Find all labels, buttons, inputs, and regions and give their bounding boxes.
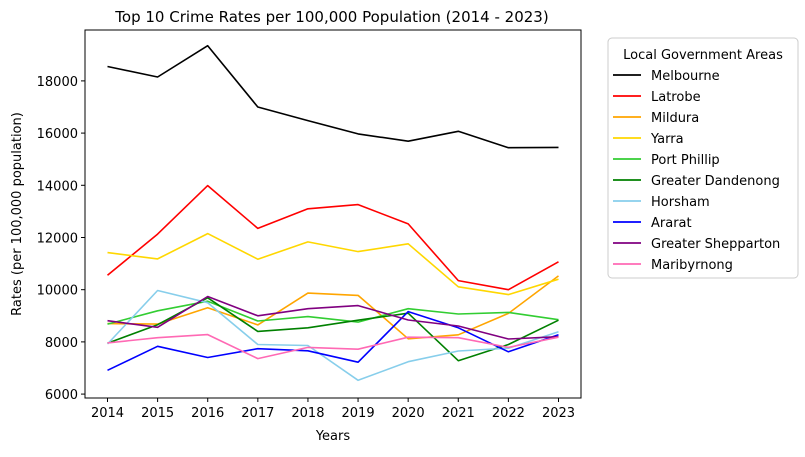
legend-label-greater-shepparton: Greater Shepparton: [651, 237, 780, 252]
legend-label-mildura: Mildura: [651, 111, 699, 126]
series-line-greater-shepparton: [107, 295, 559, 340]
legend-label-ararat: Ararat: [651, 216, 692, 231]
x-tick-label: 2019: [342, 406, 375, 421]
y-tick-label: 12000: [37, 231, 78, 246]
x-tick-label: 2017: [241, 406, 274, 421]
y-tick-label: 14000: [37, 179, 78, 194]
series-line-horsham: [106, 289, 559, 382]
legend: Local Government Areas MelbourneLatrobeM…: [607, 37, 799, 279]
x-tick-label: 2015: [141, 406, 174, 421]
y-tick-label: 6000: [45, 388, 78, 403]
series-line-latrobe: [106, 184, 559, 291]
x-tick-label: 2023: [542, 406, 575, 421]
series-line-yarra: [107, 232, 559, 296]
legend-label-horsham: Horsham: [651, 195, 710, 210]
legend-box: [607, 37, 799, 279]
legend-label-maribyrnong: Maribyrnong: [651, 258, 733, 273]
chart-title: Top 10 Crime Rates per 100,000 Populatio…: [114, 8, 548, 26]
legend-label-latrobe: Latrobe: [651, 90, 701, 105]
x-axis-ticks: 2014 2015 2016 2017 2018 2019 2020 2021 2022 2023: [91, 398, 575, 421]
series-line-mildura: [107, 275, 559, 340]
legend-title: Local Government Areas: [623, 48, 783, 63]
x-tick-label: 2018: [291, 406, 324, 421]
legend-label-melbourne: Melbourne: [651, 69, 720, 84]
x-tick-label: 2021: [442, 406, 475, 421]
y-axis-ticks: 6000 8000 10000 12000 14000 16000 18000: [37, 75, 85, 403]
plot-lines: [106, 44, 559, 382]
x-tick-label: 2020: [392, 406, 425, 421]
x-tick-label: 2022: [492, 406, 525, 421]
legend-label-greater-dandenong: Greater Dandenong: [651, 174, 780, 189]
legend-entries: Melbourne Latrobe Mildura Yarra Port Phillip…: [613, 69, 780, 273]
y-tick-label: 16000: [37, 127, 78, 142]
legend-label-port-phillip: Port Phillip: [651, 153, 720, 168]
series-line-port-phillip: [107, 300, 559, 325]
x-tick-label: 2014: [91, 406, 124, 421]
plot-frame: [84, 29, 582, 399]
series-line-ararat: [107, 310, 559, 372]
y-tick-label: 10000: [37, 284, 78, 299]
x-axis-label: Years: [315, 429, 351, 444]
y-axis-label: Rates (per 100,000 population): [10, 112, 25, 316]
y-tick-label: 18000: [37, 75, 78, 90]
series-line-maribyrnong: [107, 333, 559, 360]
series-line-melbourne: [107, 44, 559, 149]
legend-label-yarra: Yarra: [650, 132, 684, 147]
y-tick-label: 8000: [45, 336, 78, 351]
x-tick-label: 2016: [191, 406, 224, 421]
